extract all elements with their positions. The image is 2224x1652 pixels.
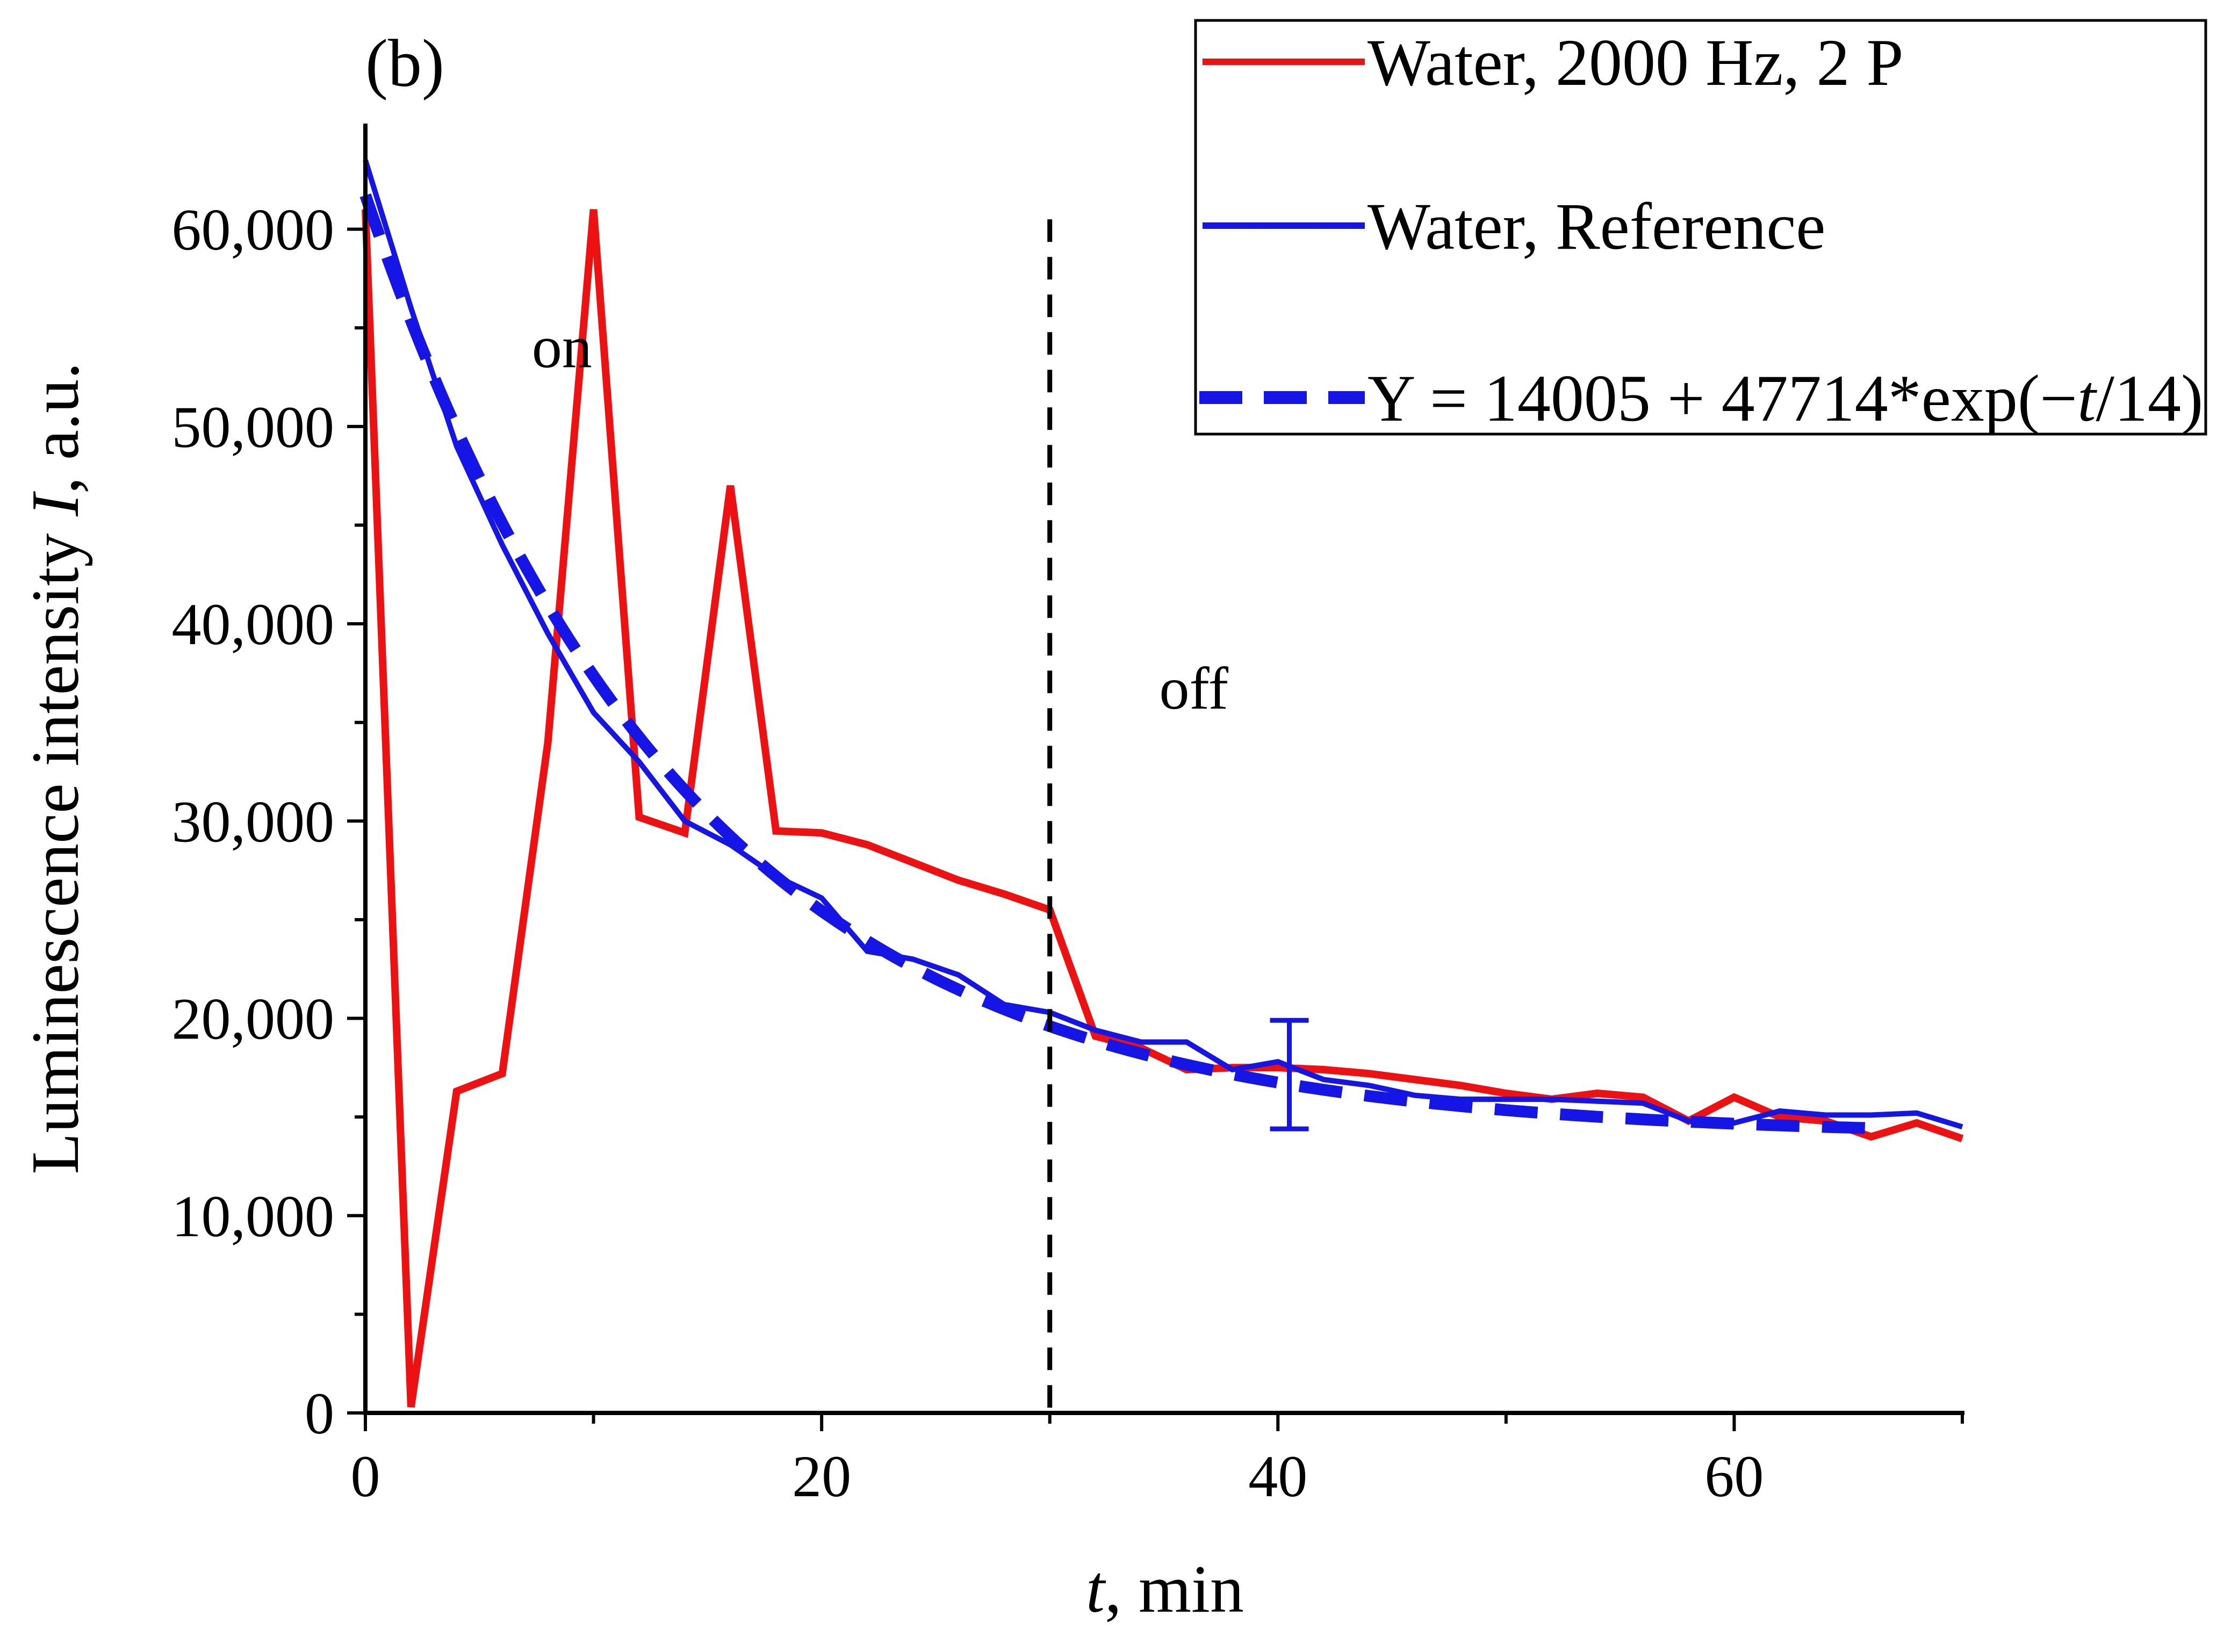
legend-fit-prefix: Y = 14005 + 47714*exp(− — [1367, 362, 2077, 435]
legend-label-water-2000hz: Water, 2000 Hz, 2 P — [1367, 26, 1904, 99]
annotation-on: on — [532, 314, 592, 381]
x-tick-label: 40 — [1248, 1444, 1307, 1509]
x-axis-ticks: 0 20 40 60 — [351, 1413, 1964, 1509]
legend-label-water-reference: Water, Reference — [1367, 190, 1825, 263]
y-tick-label: 10,000 — [172, 1184, 335, 1249]
y-axis-label-variable: I — [18, 491, 93, 517]
y-tick-label: 40,000 — [172, 591, 335, 657]
axes: 0 20 40 60 0 10,000 20,000 30,000 40,000 50,000 6… — [172, 124, 1964, 1509]
y-tick-label: 60,000 — [172, 197, 335, 263]
x-axis-label-unit: , min — [1105, 1552, 1244, 1627]
series-line-fit — [359, 193, 1872, 1134]
x-tick-label: 60 — [1704, 1444, 1764, 1509]
series-line-water-reference — [363, 159, 1963, 1130]
x-tick-label: 20 — [792, 1444, 851, 1509]
legend-label-fit-equation: Y = 14005 + 47714*exp(−t/14) — [1367, 362, 2203, 435]
y-axis-label-prefix: Luminescence intensity — [18, 516, 93, 1174]
y-tick-label: 0 — [305, 1381, 334, 1446]
panel-label: (b) — [365, 26, 444, 101]
y-tick-label: 30,000 — [172, 789, 335, 854]
y-axis-ticks: 0 10,000 20,000 30,000 40,000 50,000 60,000 — [172, 197, 365, 1446]
y-axis-label: Luminescence intensity I, a.u. — [18, 362, 93, 1174]
x-tick-label: 0 — [351, 1444, 380, 1509]
legend-fit-variable: t — [2077, 362, 2097, 435]
legend: Water, 2000 Hz, 2 P Water, Reference Y =… — [1194, 19, 2207, 436]
legend-fit-suffix: /14) — [2096, 362, 2204, 435]
y-tick-label: 50,000 — [172, 394, 335, 460]
annotation-layer: on off — [532, 314, 1229, 722]
annotation-off: off — [1160, 655, 1229, 722]
y-tick-label: 20,000 — [172, 986, 335, 1052]
y-axis-label-suffix: , a.u. — [18, 362, 93, 494]
series-layer — [359, 159, 1964, 1408]
x-axis-label: t, min — [1086, 1552, 1244, 1627]
plot-area: on off — [359, 159, 1964, 1413]
x-axis-label-variable: t — [1086, 1552, 1106, 1627]
